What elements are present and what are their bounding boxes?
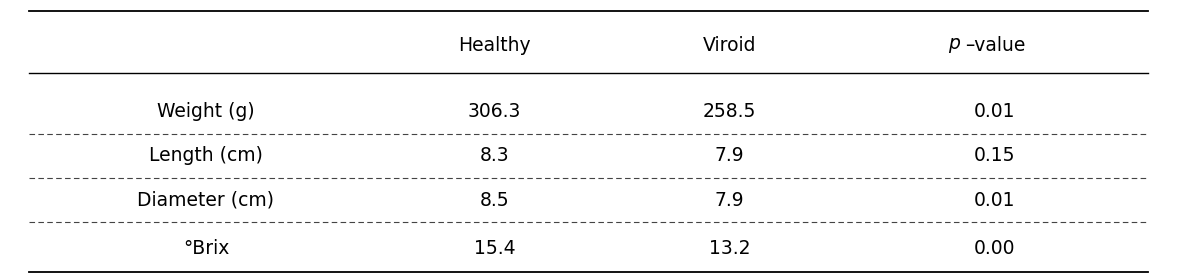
Text: 7.9: 7.9 [714, 191, 745, 209]
Text: 0.00: 0.00 [973, 239, 1016, 258]
Text: Viroid: Viroid [703, 36, 757, 55]
Text: Diameter (cm): Diameter (cm) [138, 191, 274, 209]
Text: 7.9: 7.9 [714, 147, 745, 165]
Text: $p$: $p$ [949, 36, 962, 55]
Text: 15.4: 15.4 [473, 239, 516, 258]
Text: Weight (g): Weight (g) [158, 102, 254, 121]
Text: Healthy: Healthy [458, 36, 531, 55]
Text: Length (cm): Length (cm) [149, 147, 262, 165]
Text: 0.01: 0.01 [973, 102, 1016, 121]
Text: °Brix: °Brix [182, 239, 230, 258]
Text: 8.5: 8.5 [479, 191, 510, 209]
Text: 258.5: 258.5 [703, 102, 757, 121]
Text: 13.2: 13.2 [709, 239, 751, 258]
Text: –value: –value [965, 36, 1025, 55]
Text: 0.01: 0.01 [973, 191, 1016, 209]
Text: 8.3: 8.3 [479, 147, 510, 165]
Text: 306.3: 306.3 [467, 102, 521, 121]
Text: 0.15: 0.15 [973, 147, 1016, 165]
